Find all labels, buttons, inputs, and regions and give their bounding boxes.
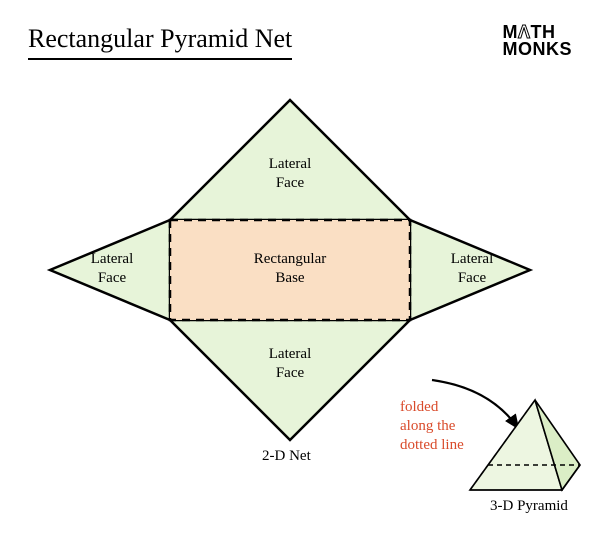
pyramid-3d bbox=[0, 0, 600, 538]
pyramid-caption: 3-D Pyramid bbox=[490, 498, 568, 515]
